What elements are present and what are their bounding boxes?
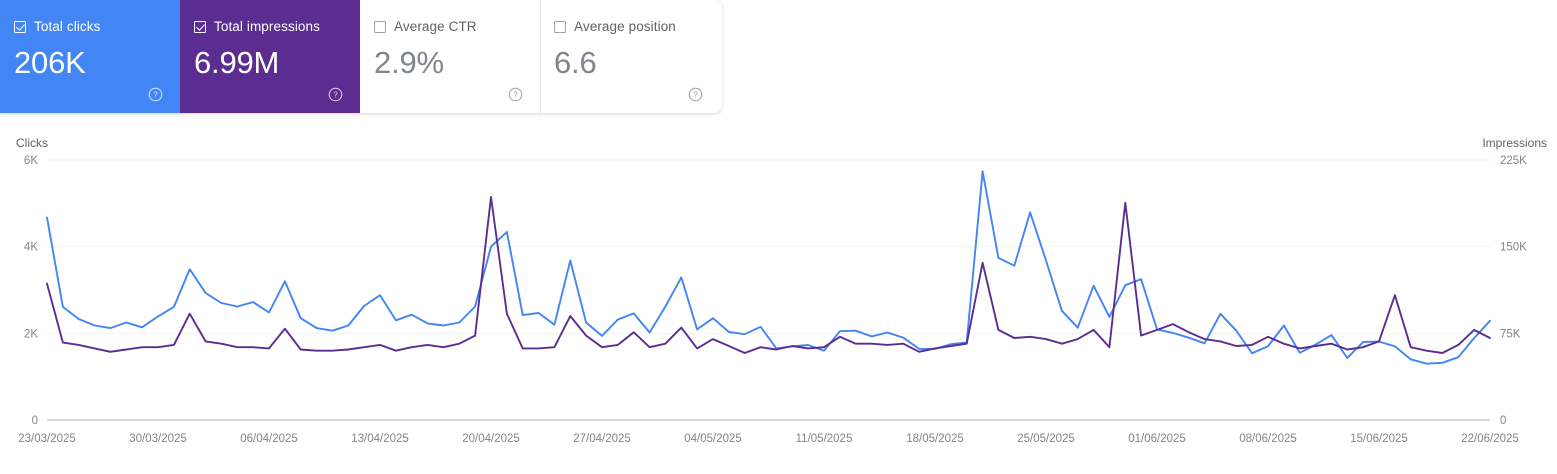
help-circle-icon: ? <box>328 87 343 102</box>
right-axis-title: Impressions <box>1482 136 1547 150</box>
metric-card-header: Average CTR <box>374 19 540 35</box>
metric-card-header: Average position <box>554 19 720 35</box>
x-axis-tick: 27/04/2025 <box>573 433 631 445</box>
performance-chart: Clicks Impressions 0 0 2K 75K 4K 150K 6K 225K 23… <box>0 113 1557 474</box>
metric-checkbox-unchecked[interactable] <box>554 21 566 33</box>
left-axis-tick: 6K <box>24 155 38 167</box>
right-axis-tick: 225K <box>1500 155 1527 167</box>
metric-value: 2.9% <box>374 45 444 80</box>
metric-card-header: Total impressions <box>194 19 360 35</box>
x-axis-tick: 22/06/2025 <box>1461 433 1519 445</box>
help-circle-icon: ? <box>148 87 163 102</box>
metric-card-total-impressions[interactable]: Total impressions 6.99M? <box>180 0 360 113</box>
metric-card-header: Total clicks <box>14 19 180 35</box>
x-axis-tick: 30/03/2025 <box>129 433 187 445</box>
svg-text:?: ? <box>513 91 518 100</box>
x-axis-tick: 18/05/2025 <box>906 433 964 445</box>
right-axis-tick: 150K <box>1500 242 1527 254</box>
svg-text:?: ? <box>333 91 338 100</box>
help-icon[interactable]: ? <box>148 87 163 102</box>
metric-value: 6.99M <box>194 45 280 80</box>
x-axis-tick: 01/06/2025 <box>1128 433 1186 445</box>
x-axis-tick: 20/04/2025 <box>462 433 520 445</box>
svg-text:?: ? <box>153 91 158 100</box>
series-line-impressions <box>46 196 1491 354</box>
x-axis-tick: 15/06/2025 <box>1350 433 1408 445</box>
x-axis-tick: 06/04/2025 <box>240 433 298 445</box>
left-axis-title: Clicks <box>16 136 48 150</box>
x-axis-tick: 23/03/2025 <box>18 433 76 445</box>
x-axis-tick: 08/06/2025 <box>1239 433 1297 445</box>
help-icon[interactable]: ? <box>328 87 343 102</box>
help-circle-icon: ? <box>508 87 523 102</box>
metric-card-average-ctr[interactable]: Average CTR 2.9%? <box>360 0 540 113</box>
metric-checkbox-checked[interactable] <box>14 21 26 33</box>
metric-label: Total clicks <box>34 19 101 34</box>
metric-value: 206K <box>14 45 86 80</box>
left-axis-tick: 4K <box>24 242 38 254</box>
metric-checkbox-unchecked[interactable] <box>374 21 386 33</box>
x-axis-tick: 11/05/2025 <box>796 433 853 445</box>
left-axis-tick: 0 <box>32 415 38 427</box>
help-icon[interactable]: ? <box>508 87 523 102</box>
svg-text:?: ? <box>693 91 698 100</box>
left-axis-tick: 2K <box>24 328 38 340</box>
right-axis-tick: 75K <box>1500 328 1521 340</box>
metric-label: Average CTR <box>394 19 477 34</box>
right-axis-tick: 0 <box>1500 415 1506 427</box>
help-icon[interactable]: ? <box>688 87 703 102</box>
help-circle-icon: ? <box>688 87 703 102</box>
chart-plot-area: 0 0 2K 75K 4K 150K 6K 225K 23/03/2025 30/03/2025 0… <box>18 155 1527 445</box>
x-axis-tick: 25/05/2025 <box>1017 433 1075 445</box>
metric-label: Total impressions <box>214 19 320 34</box>
metric-value: 6.6 <box>554 45 597 80</box>
metric-cards-group: Total clicks 206K? Total impressions 6.99M?… <box>0 0 722 113</box>
metric-checkbox-checked[interactable] <box>194 21 206 33</box>
x-axis-tick: 04/05/2025 <box>684 433 742 445</box>
x-axis-tick: 13/04/2025 <box>351 433 409 445</box>
metric-label: Average position <box>574 19 676 34</box>
metric-card-average-position[interactable]: Average position 6.6? <box>540 0 720 113</box>
series-line-clicks <box>46 170 1491 365</box>
metric-card-total-clicks[interactable]: Total clicks 206K? <box>0 0 180 113</box>
